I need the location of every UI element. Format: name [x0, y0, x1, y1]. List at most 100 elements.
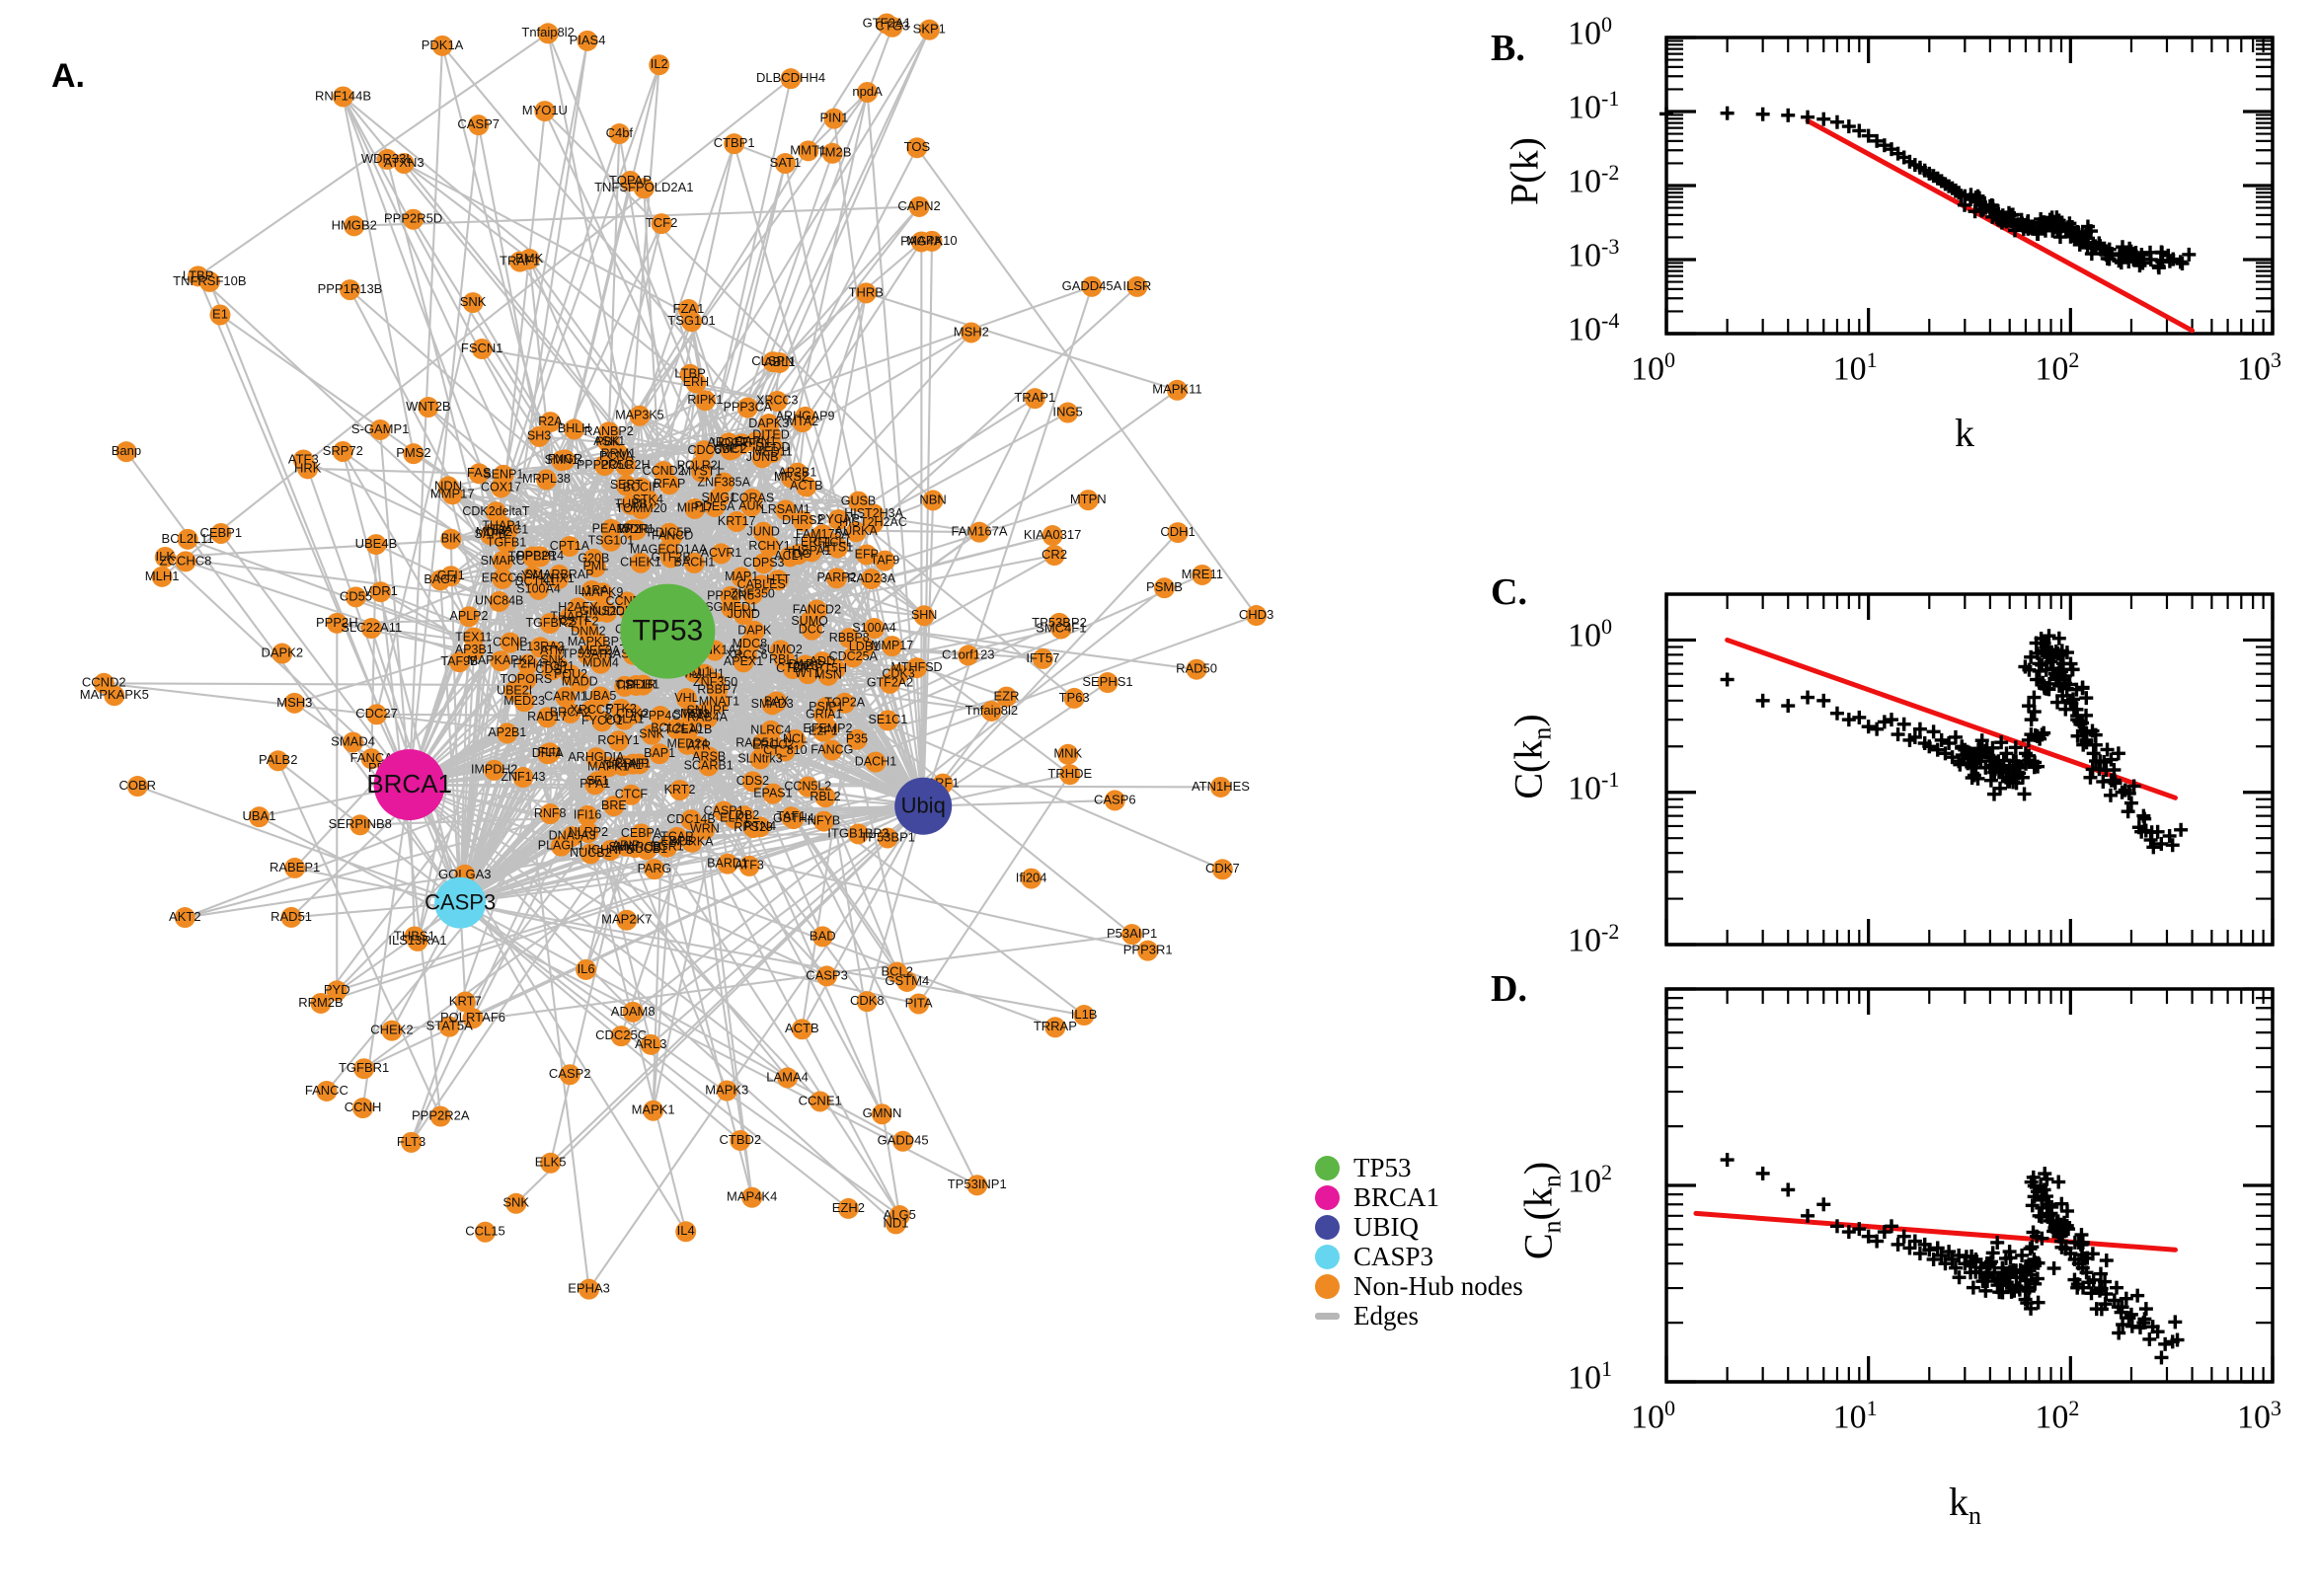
network-node-label: CAPN2	[897, 198, 940, 213]
network-node-label: RBBP8	[829, 631, 870, 645]
network-node-label: RAD17	[527, 710, 567, 723]
network-node-label: MAPK1	[632, 1102, 675, 1117]
network-node-label: ATF3	[734, 859, 764, 873]
network-node-label: DEDD	[755, 440, 790, 454]
network-node-label: SE1C1	[869, 713, 908, 726]
network-node-label: KRT2	[664, 783, 696, 797]
network-node-label: SAFB	[475, 527, 507, 541]
panel-b-ytick-3: 10-3	[1568, 234, 1619, 274]
panel-c-ytick-0: 100	[1568, 614, 1612, 654]
legend-dot-icon	[1315, 1215, 1340, 1240]
network-node-label: PPP2R2A	[412, 1107, 470, 1122]
network-node-label: C4bf	[606, 125, 634, 140]
data-markers	[1721, 1153, 2185, 1364]
network-node-label: CTG3	[876, 19, 910, 34]
network-node-label: CDC25A	[829, 649, 879, 663]
network-node-label: FSCN1	[461, 341, 503, 355]
network-node-label: MAP2K7	[601, 912, 652, 927]
network-node-label: CDC25C	[595, 1027, 647, 1042]
network-node-label: GMNN	[863, 1105, 902, 1120]
network-node-label: RAD50	[1176, 661, 1217, 676]
network-node-label: PDK1A	[422, 38, 464, 52]
network-node-label: LTBP	[674, 366, 706, 381]
network-node-label: MDM4	[582, 656, 619, 670]
network-node-label: PYCAP	[817, 512, 859, 526]
network-node-label: TOS	[904, 139, 931, 154]
network-node-label: ATN1HES	[1192, 779, 1250, 794]
network-node-label: NBN	[919, 492, 946, 506]
network-node-label: PPP2R5D	[384, 211, 442, 226]
network-node-label: BAX	[764, 694, 790, 708]
legend-item-label: TP53	[1353, 1153, 1412, 1183]
network-node-label: DAPK3	[748, 417, 789, 430]
network-node-label: MSH3	[276, 695, 312, 710]
network-node-label: TUBB	[615, 497, 648, 511]
network-node-label: IFI16	[574, 808, 602, 822]
network-node-label: AP2B1	[488, 725, 526, 739]
network-node-label: TP53BP2	[1032, 615, 1087, 630]
network-node-label: FZA1	[673, 301, 705, 316]
network-node-label: TP63	[1059, 690, 1090, 705]
network-node-label: ELK5	[535, 1155, 567, 1170]
network-node-label: GINS2	[579, 604, 617, 618]
network-node-label: CCNE1	[799, 1093, 842, 1107]
network-node-label: ZNF143	[501, 770, 545, 784]
panel-b-xtick-2: 102	[2035, 347, 2079, 388]
network-node-label: RFAP	[654, 477, 686, 491]
network-node-label: PSMB	[1146, 579, 1183, 594]
panel-d-xtick-1: 101	[1833, 1396, 1878, 1436]
panel-d-xtick-3: 103	[2237, 1396, 2281, 1436]
network-node-label: ARHGDIA	[568, 750, 625, 764]
network-node-label: HRK	[294, 460, 322, 475]
network-node-label: PPP3R1	[1123, 943, 1173, 957]
network-node-label: EFP	[855, 547, 879, 561]
panel-b-xlabel: k	[1955, 410, 1974, 456]
network-node-label: FANCD2	[793, 602, 841, 616]
network-node-label: FAM167A	[951, 524, 1007, 539]
network-node-label: NFYB	[808, 813, 840, 827]
network-node-label: PITA	[905, 995, 933, 1010]
network-node-label: npdA	[852, 84, 883, 99]
network-node-label: LAMA4	[766, 1069, 809, 1084]
network-node-label: PPP2H	[316, 615, 358, 630]
fit-line	[1728, 640, 2176, 798]
network-node-label: MMP17	[430, 486, 475, 500]
network-node-label: MAPK9	[581, 585, 623, 599]
network-node-label: RAD51	[270, 909, 312, 924]
network-node-label: PTK2	[606, 702, 637, 716]
network-node-label: APLP2	[450, 609, 489, 623]
network-node-label: AURKA	[835, 524, 879, 538]
hub-node-label: TP53	[633, 615, 704, 647]
network-node-label: BAG4	[424, 572, 456, 586]
network-node-label: E1	[212, 306, 228, 321]
network-node-label: MAP4K4	[727, 1189, 777, 1204]
network-node-label: BRE	[601, 798, 627, 812]
network-node-label: UNC84B	[475, 594, 523, 608]
network-node-label: IFT57	[1026, 650, 1059, 665]
panel-b-xtick-3: 103	[2237, 347, 2281, 388]
panel-d-xtick-2: 102	[2035, 1396, 2079, 1436]
network-node-label: TP53INP1	[948, 1177, 1007, 1191]
network-node-label: JUND	[728, 607, 760, 621]
panel-d-ylabel: Cn(kn)	[1515, 1098, 1568, 1325]
network-node-label: DAPK2	[261, 645, 303, 659]
network-node-label: ASK1	[593, 434, 625, 448]
network-node-label: FLT3	[397, 1134, 425, 1149]
network-node-label: MAPK10	[906, 233, 957, 248]
network-node-label: TCF2	[646, 215, 678, 230]
network-node-label: TNFSFPOLD2A1	[594, 180, 693, 194]
network-node-label: MIP17	[677, 501, 713, 515]
network-node-label: SEPHS1	[1082, 674, 1132, 689]
network-node-label: MSN	[814, 668, 842, 682]
legend-item-label: BRCA1	[1353, 1182, 1439, 1213]
network-node-label: ND1	[883, 1215, 908, 1230]
network-node-label: BAD	[810, 928, 836, 943]
network-node-label: AIP	[630, 756, 650, 770]
panel-c-ylabel: C(kn)	[1505, 673, 1558, 841]
network-node-label: S-GAMP1	[351, 421, 410, 436]
network-node-label: UBE4B	[355, 536, 398, 551]
network-node-label: ZNF350	[693, 675, 737, 689]
network-node-label: EPHA3	[568, 1281, 610, 1296]
network-node-label: DDB1	[627, 677, 659, 691]
